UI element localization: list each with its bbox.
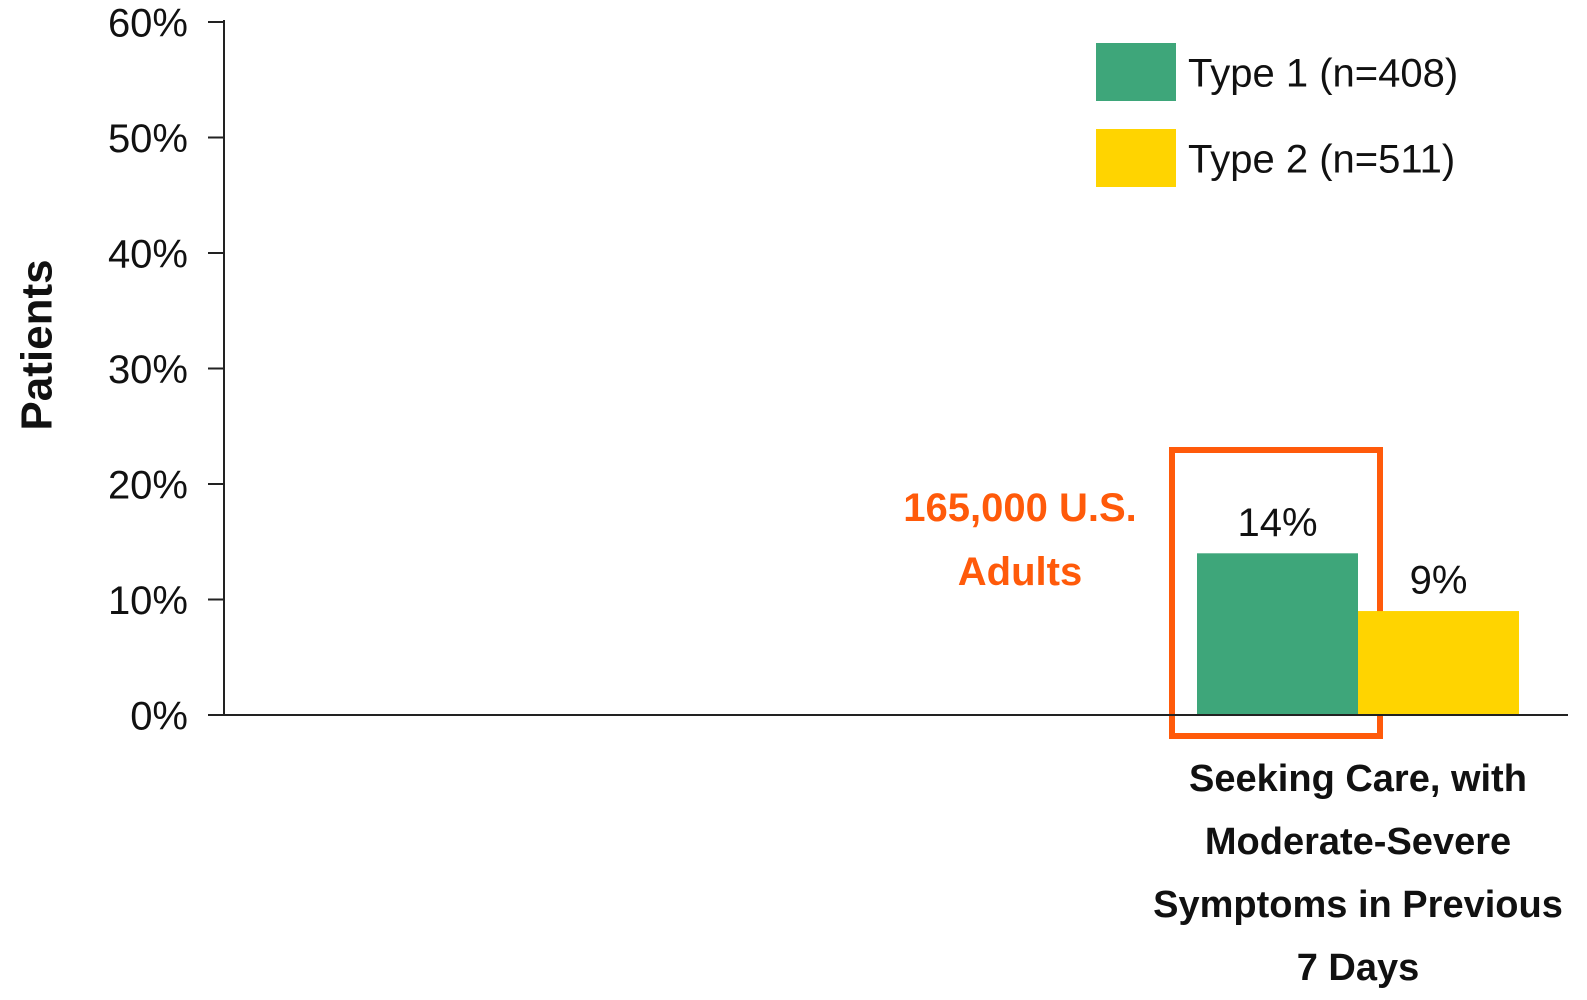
- annotation: 165,000 U.S. Adults: [903, 486, 1137, 594]
- y-tick-label: 50%: [108, 117, 188, 161]
- y-axis-label: Patients: [13, 259, 62, 430]
- bar: [1358, 611, 1519, 715]
- legend-label: Type 2 (n=511): [1188, 138, 1455, 182]
- x-tick-label: Seeking Care, with Moderate-Severe Sympt…: [1153, 758, 1563, 989]
- legend-swatch: [1096, 129, 1176, 187]
- y-tick-label: 60%: [108, 2, 188, 46]
- value-label: 9%: [1410, 559, 1468, 603]
- y-tick-label: 30%: [108, 348, 188, 392]
- legend-label: Type 1 (n=408): [1188, 52, 1458, 96]
- value-label: 14%: [1237, 501, 1317, 545]
- legend-swatch: [1096, 43, 1176, 101]
- y-tick-label: 0%: [130, 695, 188, 739]
- y-tick-label: 20%: [108, 464, 188, 508]
- highlight-box: [1169, 447, 1383, 739]
- y-tick-label: 10%: [108, 579, 188, 623]
- bar: [1197, 553, 1358, 715]
- y-tick-label: 40%: [108, 233, 188, 277]
